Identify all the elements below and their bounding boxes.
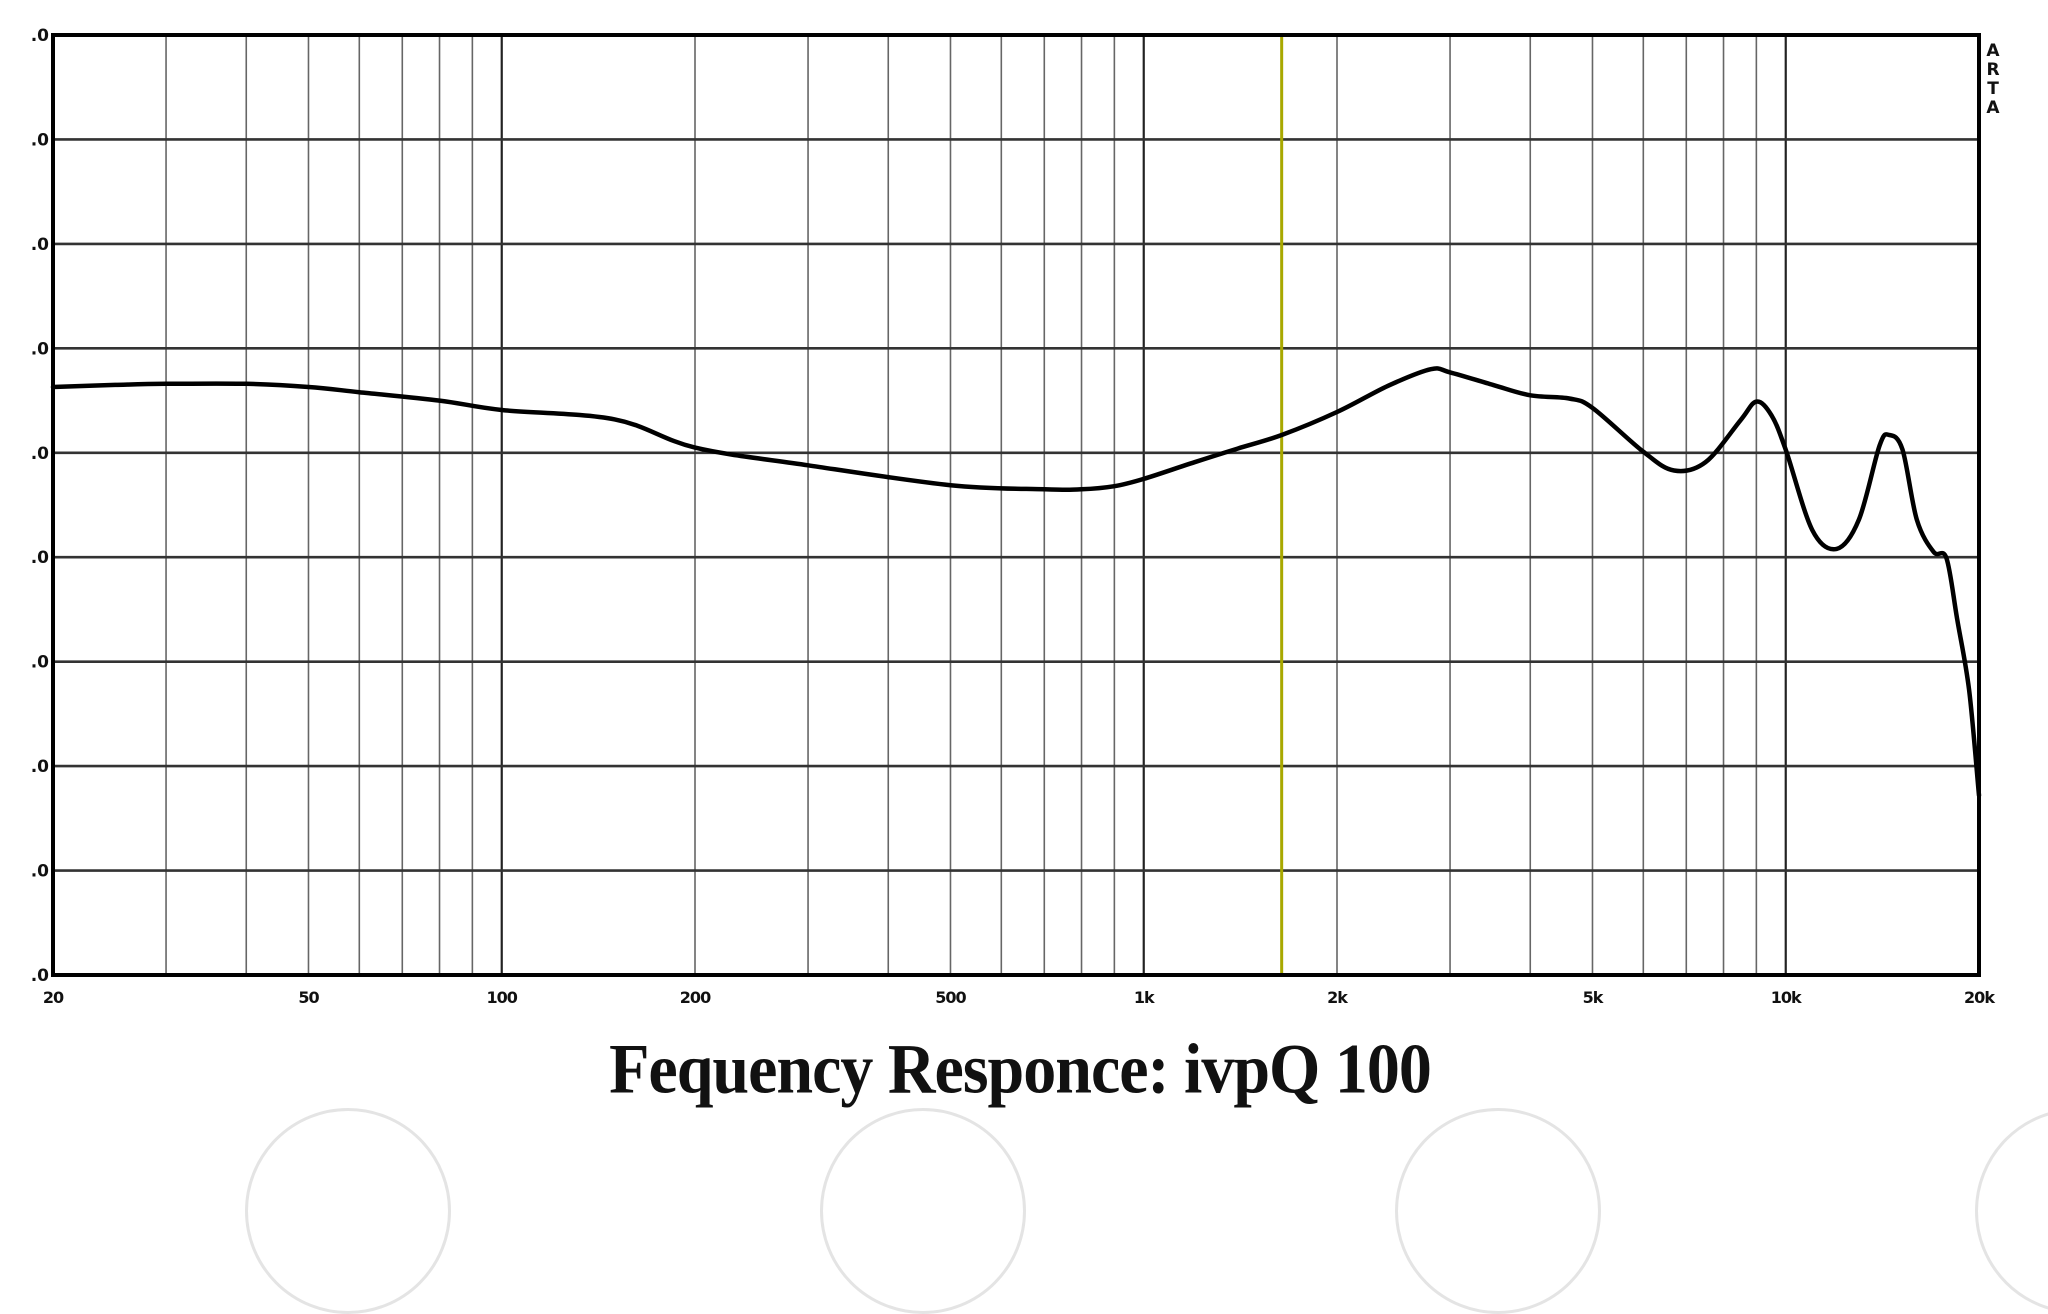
- x-tick-label: 1k: [1134, 988, 1155, 1007]
- y-axis-tick-labels: .0 .0 .0 .0 .0 .0 .0 .0 .0 .0: [31, 26, 49, 986]
- y-tick-label: .0: [31, 548, 49, 568]
- x-axis-tick-labels: 20 50 100 200 500 1k 2k 5k 10k 20k: [43, 988, 1996, 1007]
- y-tick-label: .0: [31, 339, 49, 359]
- y-tick-label: .0: [31, 862, 49, 882]
- x-tick-label: 20: [43, 988, 64, 1007]
- plot-border: [51, 33, 1981, 977]
- horizontal-gridlines: [53, 138, 1979, 872]
- x-tick-label: 100: [487, 988, 518, 1007]
- decorative-arc: [245, 1108, 451, 1314]
- side-label-letter: A: [1986, 41, 2000, 61]
- y-tick-label: .0: [31, 130, 49, 150]
- y-tick-label: .0: [31, 235, 49, 255]
- response-curve: [50, 366, 1982, 798]
- x-tick-label: 50: [298, 988, 319, 1007]
- decorative-arc: [820, 1108, 1026, 1314]
- x-tick-label: 200: [680, 988, 711, 1007]
- side-label-letter: A: [1986, 98, 2000, 118]
- x-tick-label: 10k: [1771, 988, 1802, 1007]
- y-tick-label: .0: [31, 653, 49, 673]
- x-tick-label: 20k: [1964, 988, 1995, 1007]
- y-tick-label: .0: [31, 26, 49, 46]
- x-tick-label: 5k: [1583, 988, 1604, 1007]
- decorative-arc: [1975, 1108, 2048, 1314]
- side-label-letter: T: [1987, 79, 1999, 99]
- y-tick-label: .0: [31, 966, 49, 986]
- vertical-gridlines: [165, 35, 1787, 975]
- x-tick-label: 2k: [1327, 988, 1348, 1007]
- x-tick-label: 500: [935, 988, 966, 1007]
- decorative-arc: [1395, 1108, 1601, 1314]
- frequency-response-chart: .0 .0 .0 .0 .0 .0 .0 .0 .0 .0 20 50 100 200 500 1k 2k 5k…: [31, 26, 2001, 1007]
- side-label-letter: R: [1986, 60, 1999, 80]
- y-tick-label: .0: [31, 757, 49, 777]
- chart-title: Fequency Responce: ivpQ 100: [609, 1030, 1432, 1109]
- y-tick-label: .0: [31, 444, 49, 464]
